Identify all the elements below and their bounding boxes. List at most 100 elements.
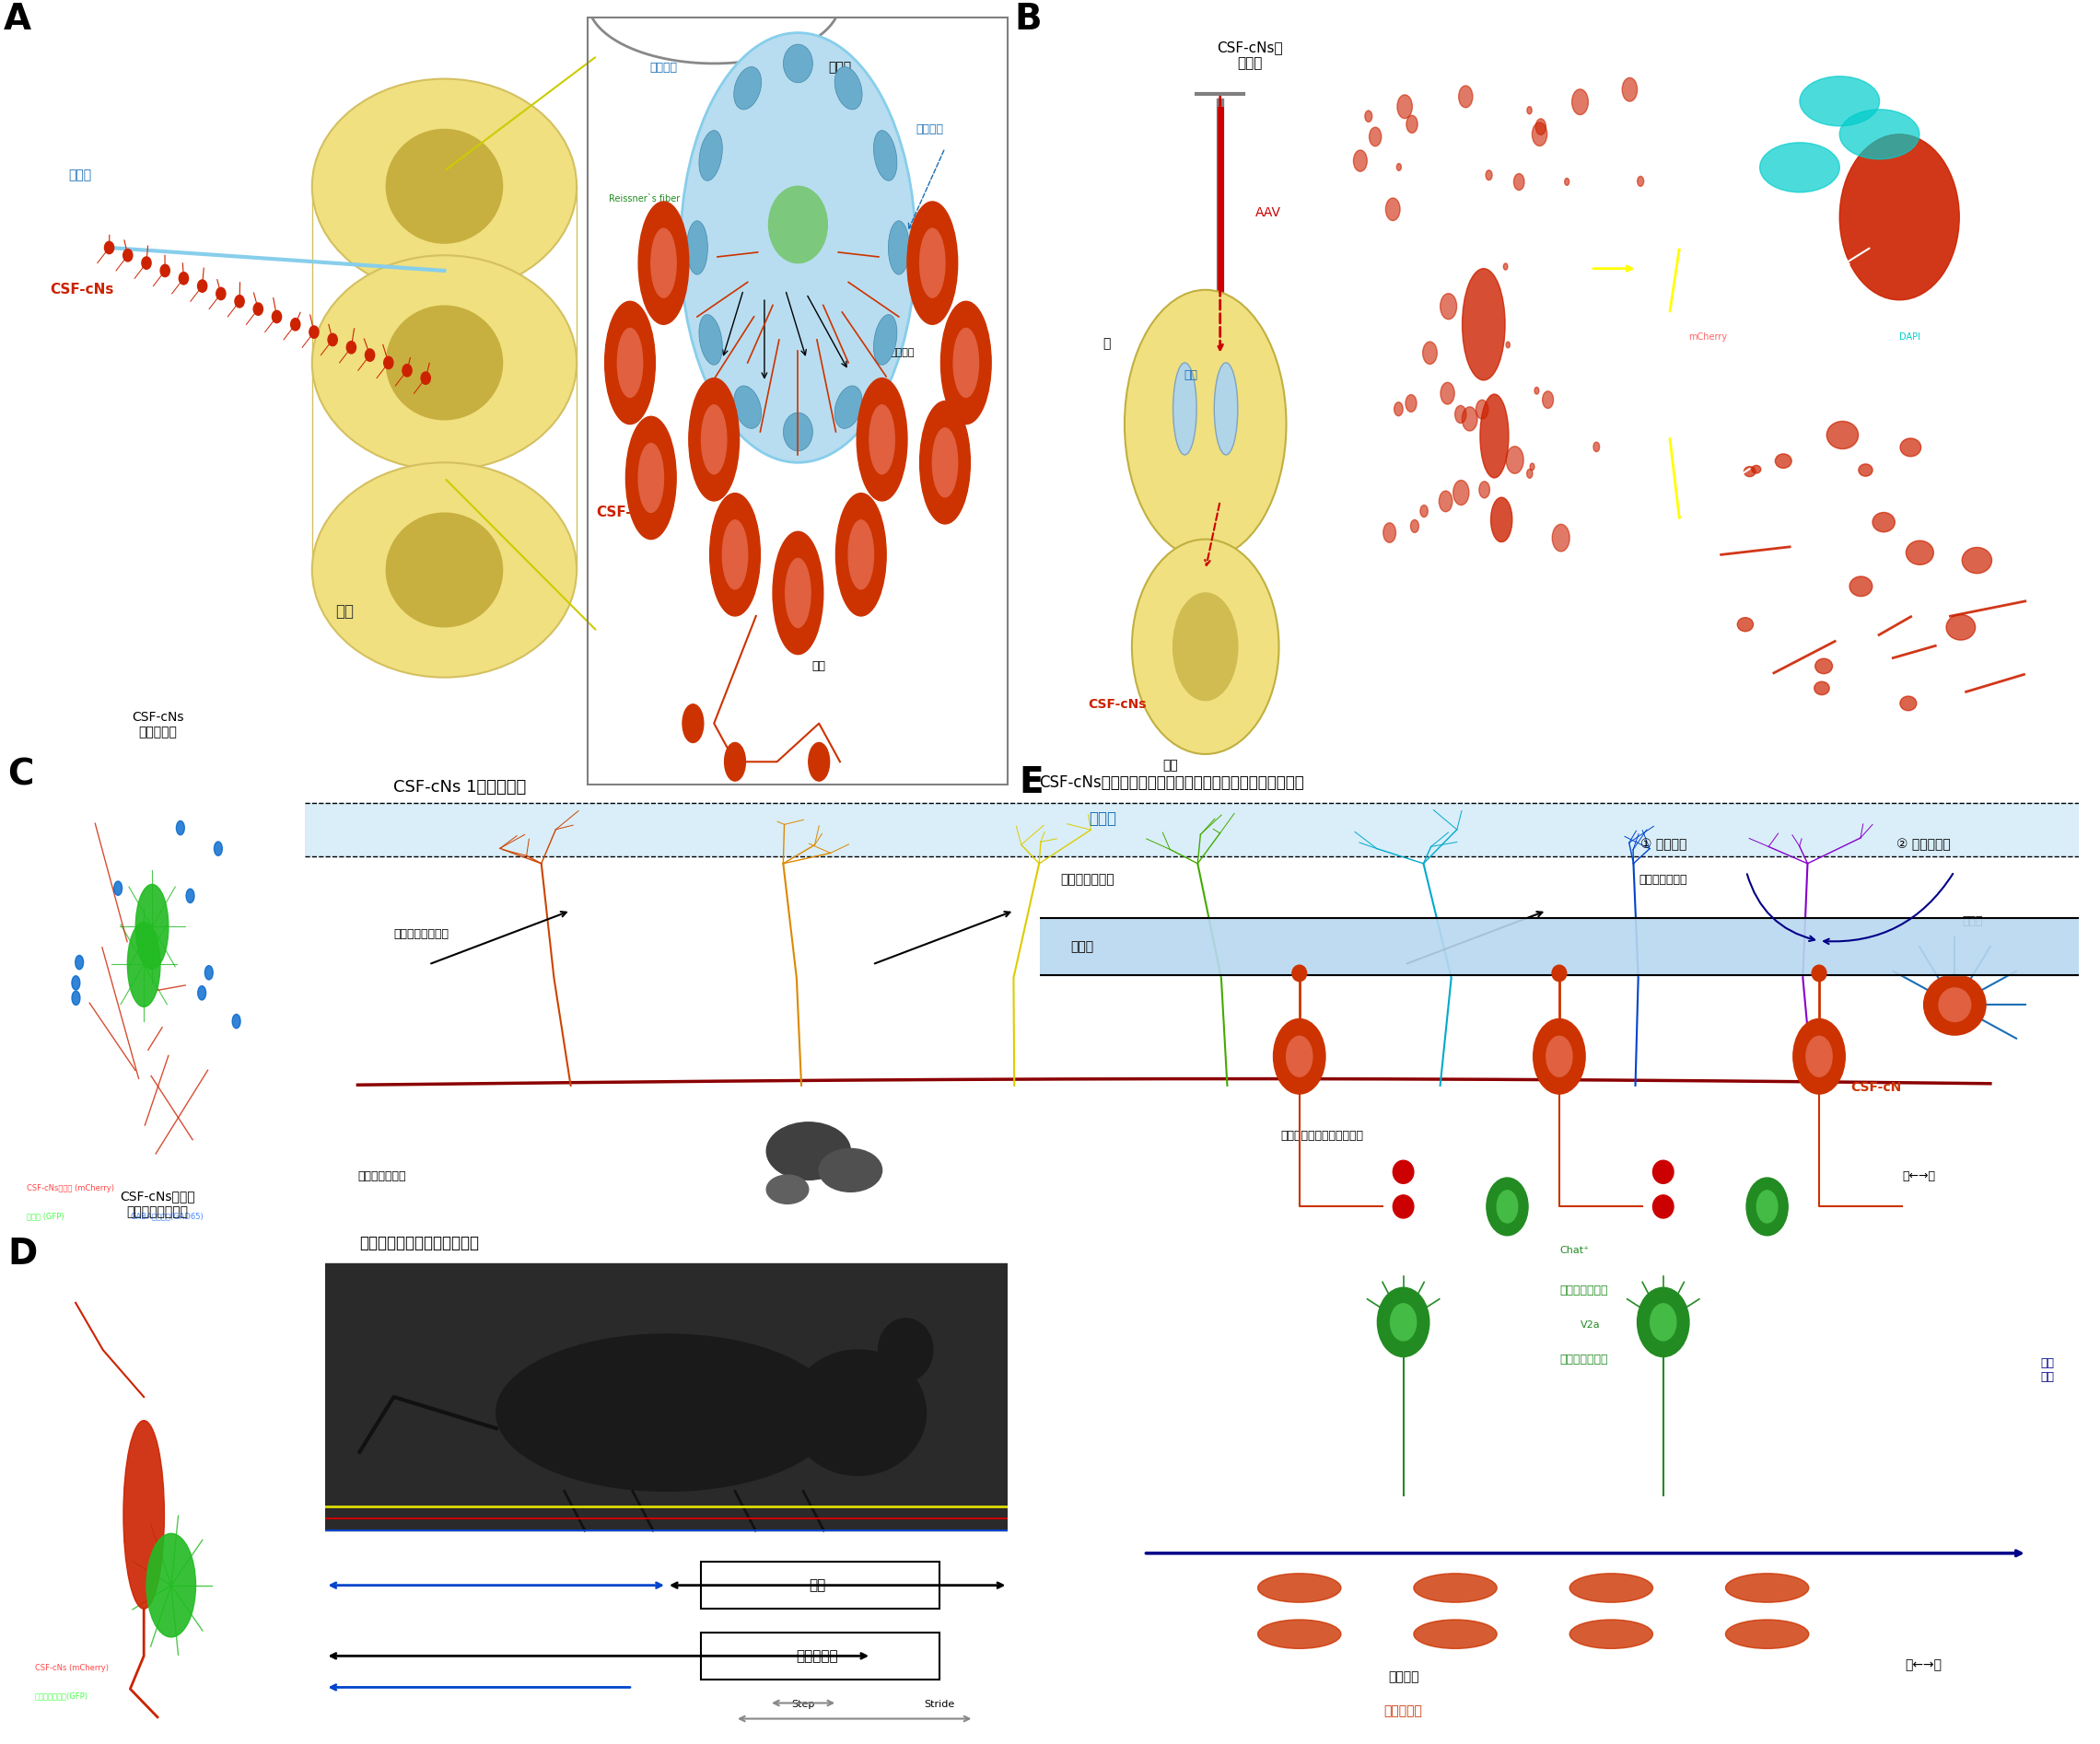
Circle shape bbox=[71, 977, 80, 991]
Ellipse shape bbox=[783, 44, 813, 82]
Text: 脳室: 脳室 bbox=[1184, 370, 1197, 380]
Ellipse shape bbox=[1126, 290, 1285, 558]
Text: 白質（腹索）: 白質（腹索） bbox=[1485, 541, 1518, 549]
Ellipse shape bbox=[1497, 1191, 1518, 1223]
Circle shape bbox=[347, 342, 357, 354]
Circle shape bbox=[1365, 110, 1371, 122]
Text: 介在ニューロン: 介在ニューロン bbox=[1558, 1284, 1609, 1296]
Circle shape bbox=[290, 317, 300, 331]
Ellipse shape bbox=[1132, 539, 1279, 753]
Text: 歩行制御？: 歩行制御？ bbox=[1384, 1706, 1422, 1718]
Ellipse shape bbox=[1491, 497, 1512, 542]
Circle shape bbox=[309, 326, 319, 338]
Ellipse shape bbox=[124, 1420, 164, 1608]
Ellipse shape bbox=[1924, 975, 1987, 1034]
Ellipse shape bbox=[638, 202, 689, 324]
Circle shape bbox=[187, 889, 195, 903]
Text: 軸索: 軸索 bbox=[813, 661, 825, 673]
Circle shape bbox=[160, 265, 170, 277]
Circle shape bbox=[1478, 481, 1489, 499]
Circle shape bbox=[1531, 464, 1535, 471]
Ellipse shape bbox=[848, 520, 874, 589]
Text: V2a: V2a bbox=[1579, 1320, 1600, 1329]
Circle shape bbox=[105, 241, 113, 255]
Ellipse shape bbox=[386, 305, 504, 420]
Text: 脊髄: 脊髄 bbox=[336, 603, 353, 619]
Ellipse shape bbox=[638, 443, 664, 513]
Circle shape bbox=[1573, 89, 1588, 115]
Ellipse shape bbox=[1840, 134, 1959, 300]
Ellipse shape bbox=[920, 401, 970, 523]
Ellipse shape bbox=[907, 202, 958, 324]
Ellipse shape bbox=[617, 328, 643, 398]
Circle shape bbox=[1552, 525, 1569, 551]
Text: ② 化学成分？: ② 化学成分？ bbox=[1896, 839, 1951, 851]
Text: 樹上突起: 樹上突起 bbox=[890, 347, 916, 358]
Bar bbox=[304, 802, 2079, 856]
Ellipse shape bbox=[699, 131, 722, 181]
Ellipse shape bbox=[785, 558, 811, 628]
Ellipse shape bbox=[1938, 987, 1970, 1022]
Circle shape bbox=[365, 349, 374, 361]
Circle shape bbox=[176, 821, 185, 835]
Circle shape bbox=[1369, 127, 1382, 146]
Circle shape bbox=[76, 956, 84, 970]
Ellipse shape bbox=[651, 228, 676, 298]
Text: CSF-cNsと運動
ニューロンの接続: CSF-cNsと運動 ニューロンの接続 bbox=[120, 1189, 195, 1217]
Text: CSF-cN: CSF-cN bbox=[1850, 1081, 1900, 1093]
Circle shape bbox=[328, 333, 338, 345]
Circle shape bbox=[1827, 422, 1858, 448]
Text: シナプス接続
（3次元電顕像）: シナプス接続 （3次元電顕像） bbox=[808, 1294, 851, 1315]
Ellipse shape bbox=[1413, 1620, 1497, 1648]
Circle shape bbox=[1386, 199, 1401, 220]
Text: 細胞体 (GFP): 細胞体 (GFP) bbox=[27, 1212, 63, 1221]
Circle shape bbox=[1541, 391, 1554, 408]
Circle shape bbox=[1653, 1160, 1674, 1184]
Ellipse shape bbox=[1258, 1573, 1342, 1603]
Ellipse shape bbox=[1378, 1287, 1430, 1357]
Ellipse shape bbox=[1390, 1305, 1415, 1341]
Circle shape bbox=[1441, 382, 1455, 405]
Text: 前方へのびる軸索（腹索）: 前方へのびる軸索（腹索） bbox=[1281, 1130, 1363, 1142]
Text: CSF-cNs: CSF-cNs bbox=[596, 506, 659, 520]
Ellipse shape bbox=[687, 221, 708, 274]
Ellipse shape bbox=[1800, 77, 1880, 126]
Circle shape bbox=[1812, 964, 1827, 982]
Circle shape bbox=[1527, 469, 1533, 478]
Text: 中心管: 中心管 bbox=[1090, 811, 1117, 827]
Ellipse shape bbox=[626, 417, 676, 539]
Ellipse shape bbox=[733, 385, 762, 429]
Ellipse shape bbox=[783, 413, 813, 452]
Text: 腹索のブートン構造: 腹索のブートン構造 bbox=[1848, 358, 1911, 370]
Ellipse shape bbox=[932, 427, 958, 497]
Text: 脳: 脳 bbox=[1102, 337, 1111, 351]
Circle shape bbox=[1850, 577, 1873, 596]
Ellipse shape bbox=[869, 405, 895, 474]
Ellipse shape bbox=[701, 405, 727, 474]
Circle shape bbox=[1396, 164, 1401, 171]
Circle shape bbox=[1638, 176, 1644, 187]
Text: 体幹の筋: 体幹の筋 bbox=[1388, 1671, 1420, 1683]
Text: (mCherry標識): (mCherry標識) bbox=[1470, 35, 1533, 44]
Circle shape bbox=[1564, 178, 1569, 185]
Text: 速度: 速度 bbox=[808, 1578, 825, 1592]
Circle shape bbox=[1462, 406, 1478, 431]
Circle shape bbox=[273, 310, 281, 323]
Circle shape bbox=[1814, 682, 1829, 694]
Ellipse shape bbox=[1793, 1018, 1846, 1093]
Circle shape bbox=[1392, 1160, 1413, 1184]
Ellipse shape bbox=[722, 520, 748, 589]
Circle shape bbox=[1420, 506, 1428, 518]
Circle shape bbox=[1621, 78, 1638, 101]
Ellipse shape bbox=[313, 255, 578, 471]
Circle shape bbox=[808, 743, 830, 781]
Ellipse shape bbox=[953, 328, 979, 398]
Circle shape bbox=[214, 842, 223, 856]
Circle shape bbox=[724, 743, 746, 781]
Circle shape bbox=[1814, 659, 1833, 673]
Ellipse shape bbox=[1480, 394, 1508, 478]
Circle shape bbox=[197, 985, 206, 999]
Circle shape bbox=[1552, 964, 1567, 982]
Text: 運動ニューロン(GFP): 運動ニューロン(GFP) bbox=[34, 1692, 88, 1700]
Circle shape bbox=[1506, 342, 1510, 347]
